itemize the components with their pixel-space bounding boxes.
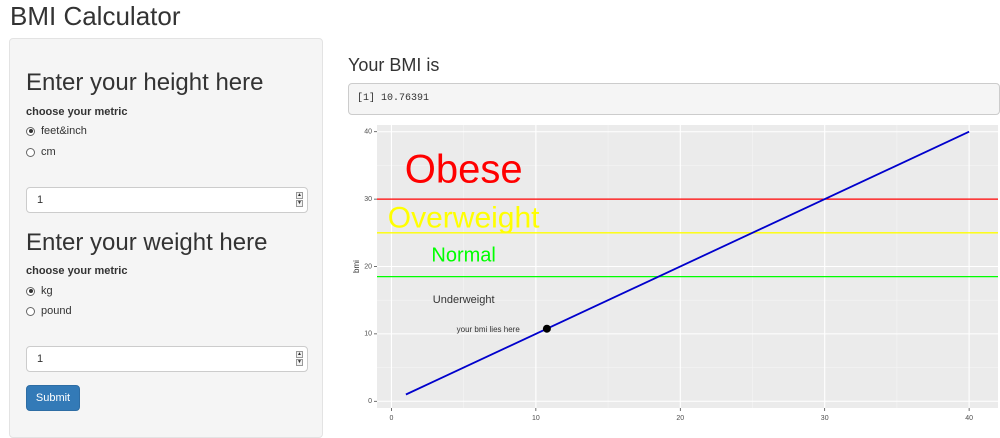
annotation-1: Overweight	[388, 201, 540, 234]
x-tick-label: 20	[676, 415, 684, 422]
weight-input-value: 1	[37, 353, 44, 365]
weight-option-pound[interactable]: pound	[26, 303, 72, 319]
weight-stepper[interactable]: ▲ ▼	[296, 351, 303, 367]
y-tick-label: 40	[364, 129, 372, 136]
annotation-2: Normal	[431, 245, 495, 267]
annotation-3: Underweight	[433, 294, 495, 306]
height-option-label: cm	[41, 146, 56, 158]
radio-icon[interactable]	[26, 306, 35, 316]
weight-section-title: Enter your weight here	[26, 229, 268, 256]
x-tick-label: 30	[821, 415, 829, 422]
x-tick-label: 40	[965, 415, 973, 422]
weight-option-label: pound	[41, 305, 72, 317]
bmi-output: [1] 10.76391	[348, 83, 1000, 115]
decrement-icon[interactable]: ▼	[296, 359, 303, 366]
height-stepper[interactable]: ▲ ▼	[296, 192, 303, 208]
height-metric-label: choose your metric	[26, 106, 128, 118]
annotation-4: your bmi lies here	[457, 325, 521, 334]
result-title: Your BMI is	[348, 55, 440, 75]
y-tick-label: 10	[364, 331, 372, 338]
app-title: BMI Calculator	[10, 1, 181, 31]
height-option-cm[interactable]: cm	[26, 144, 56, 160]
increment-icon[interactable]: ▲	[296, 351, 303, 358]
bmi-point	[542, 324, 551, 333]
y-tick-label: 0	[368, 398, 372, 405]
x-tick-label: 0	[389, 415, 393, 422]
decrement-icon[interactable]: ▼	[296, 200, 303, 207]
x-tick-label: 10	[532, 415, 540, 422]
height-option-feet-inch[interactable]: feet&inch	[26, 123, 87, 139]
weight-option-kg[interactable]: kg	[26, 283, 53, 299]
submit-button[interactable]: Submit	[26, 385, 80, 411]
radio-icon[interactable]	[26, 126, 35, 136]
y-tick-label: 20	[364, 263, 372, 270]
height-input-value: 1	[37, 194, 44, 206]
y-axis-label: bmi	[352, 260, 361, 273]
y-tick-label: 30	[364, 196, 372, 203]
weight-input[interactable]: 1 ▲ ▼	[26, 346, 308, 372]
weight-option-label: kg	[41, 285, 53, 297]
radio-icon[interactable]	[26, 147, 35, 157]
height-option-label: feet&inch	[41, 125, 87, 137]
bmi-series-line-0	[405, 130, 970, 396]
annotation-0: Obese	[405, 148, 523, 192]
increment-icon[interactable]: ▲	[296, 192, 303, 199]
radio-icon[interactable]	[26, 286, 35, 296]
weight-metric-label: choose your metric	[26, 265, 128, 277]
height-input[interactable]: 1 ▲ ▼	[26, 187, 308, 213]
input-sidebar: Enter your height here choose your metri…	[9, 38, 323, 438]
height-section-title: Enter your height here	[26, 69, 264, 96]
bmi-chart: Obese Overweight Normal Underweight your bmi…	[352, 125, 998, 422]
